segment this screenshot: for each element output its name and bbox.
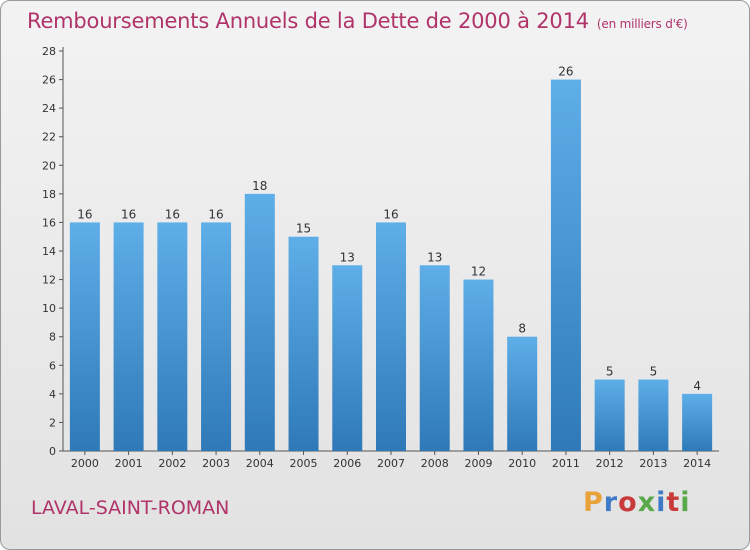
logo-letter: o (618, 487, 638, 518)
y-tick-label: 4 (49, 388, 56, 401)
y-tick-label: 10 (42, 302, 56, 315)
y-tick-label: 22 (42, 131, 56, 144)
y-tick-label: 0 (49, 445, 56, 458)
bars: 16 16 16 16 18 15 13 16 13 12 8 26 5 5 4 (69, 65, 713, 452)
logo-letter: x (637, 487, 657, 518)
y-tick-label: 26 (42, 74, 56, 87)
bar-value-label: 13 (340, 250, 355, 264)
bar-2001 (113, 222, 144, 451)
y-tick-label: 28 (42, 45, 56, 58)
x-tick-label: 2006 (333, 457, 361, 470)
bar-value-label: 26 (558, 65, 573, 79)
x-tick-label: 2009 (464, 457, 492, 470)
y-tick-label: 16 (42, 216, 56, 229)
y-tick-label: 24 (42, 102, 56, 115)
x-tick-label: 2002 (158, 457, 186, 470)
x-tick-label: 2010 (508, 457, 536, 470)
bar-value-label: 5 (650, 365, 658, 379)
logo-letter: i (656, 487, 667, 518)
bar-value-label: 13 (427, 250, 442, 264)
x-tick-label: 2011 (552, 457, 580, 470)
x-tick-label: 2005 (290, 457, 318, 470)
x-tick-label: 2014 (683, 457, 711, 470)
bar-2003 (201, 222, 232, 451)
y-tick-label: 8 (49, 331, 56, 344)
bar-2008 (419, 265, 450, 451)
bar-value-label: 16 (165, 207, 180, 221)
bar-2000 (69, 222, 100, 451)
bar-value-label: 4 (693, 379, 701, 393)
bar-value-label: 16 (77, 207, 92, 221)
bar-value-label: 8 (518, 322, 526, 336)
bar-value-label: 16 (208, 207, 223, 221)
x-tick-label: 2000 (71, 457, 99, 470)
bar-value-label: 16 (121, 207, 136, 221)
x-tick-label: 2001 (115, 457, 143, 470)
bar-2006 (332, 265, 363, 451)
x-tick-label: 2007 (377, 457, 405, 470)
logo-letter: i (680, 487, 691, 518)
x-tick-label: 2004 (246, 457, 274, 470)
chart-title: Remboursements Annuels de la Dette de 20… (27, 9, 688, 33)
bar-2011 (550, 79, 581, 452)
logo-letter: P (583, 487, 604, 518)
bar-2005 (288, 236, 319, 451)
x-tick-label: 2012 (596, 457, 624, 470)
bar-2014 (682, 393, 713, 451)
bar-2004 (244, 193, 275, 451)
bar-value-label: 16 (383, 207, 398, 221)
bar-2002 (157, 222, 188, 451)
bar-2012 (594, 379, 625, 451)
x-tick-label: 2003 (202, 457, 230, 470)
bar-value-label: 5 (606, 365, 614, 379)
bar-value-label: 15 (296, 222, 311, 236)
bar-2007 (376, 222, 406, 451)
bar-2010 (507, 336, 538, 451)
x-tick-label: 2013 (639, 457, 667, 470)
y-tick-label: 12 (42, 274, 56, 287)
bar-value-label: 12 (471, 265, 486, 279)
title-unit: (en milliers d'€) (596, 17, 688, 31)
bar-2009 (463, 279, 494, 451)
x-axis: 2000 2001 2002 2003 2004 2005 2006 2007 2008 2009… (63, 450, 719, 470)
bar-2013 (638, 379, 669, 451)
y-tick-label: 14 (42, 245, 56, 258)
bar-value-label: 18 (252, 179, 267, 193)
x-tick-label: 2008 (421, 457, 449, 470)
proxiti-logo: Proxiti (583, 487, 691, 518)
y-tick-label: 20 (42, 159, 56, 172)
y-tick-label: 2 (49, 416, 56, 429)
title-text: Remboursements Annuels de la Dette de 20… (27, 9, 589, 33)
y-tick-label: 18 (42, 188, 56, 201)
town-name: LAVAL-SAINT-ROMAN (31, 497, 230, 519)
logo-letter: r (603, 487, 619, 518)
y-tick-label: 6 (49, 359, 56, 372)
logo-letter: t (666, 487, 681, 518)
